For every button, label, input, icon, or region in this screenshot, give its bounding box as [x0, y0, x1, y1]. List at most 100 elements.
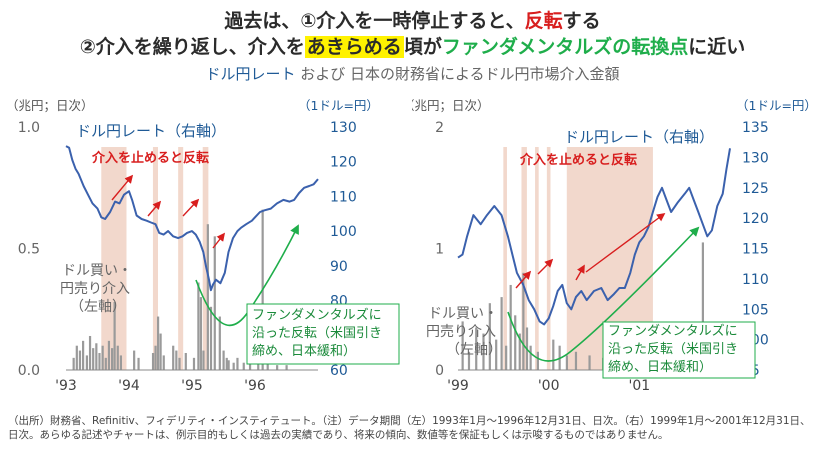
right-axis-tick: 90 — [330, 259, 348, 275]
intervention-bar — [78, 350, 82, 370]
intervention-bar — [242, 362, 245, 370]
reversal-arrow — [147, 200, 162, 217]
x-axis-tick: '00 — [538, 378, 560, 394]
headline-highlight-word: あきらめる — [304, 36, 404, 58]
intervention-bar — [199, 297, 203, 370]
intervention-bar-label: ドル買い・ — [62, 263, 132, 279]
right-axis-tick: 120 — [742, 211, 769, 227]
stop-intervention-label: 介入を止めると反転 — [91, 150, 209, 166]
intervention-bar — [209, 306, 213, 370]
stop-intervention-label: 介入を止めると反転 — [519, 152, 637, 168]
fundamentals-callout-text: ファンダメンタルズに — [252, 307, 382, 323]
intervention-bar-label: 円売り介入 — [60, 281, 130, 297]
intervention-bar — [225, 357, 228, 370]
fundamental-reversal-arrow — [507, 226, 700, 362]
intervention-pause-shade — [546, 147, 551, 370]
reversal-arrow — [515, 270, 532, 289]
usdjpy-rate-line — [457, 148, 731, 326]
subtitle-rate: ドル円レート — [205, 65, 296, 83]
right-axis-tick: 110 — [742, 272, 769, 288]
series-title: ドル円レート（右軸） — [564, 128, 714, 146]
intervention-bar-label: ドル買い・ — [428, 306, 498, 322]
intervention-pause-shade — [535, 147, 539, 370]
left-axis-tick: 1.0 — [18, 120, 40, 136]
right-axis-tick: 130 — [742, 150, 769, 166]
intervention-bar — [162, 355, 165, 370]
fundamentals-callout-text: 締め、日本緩和） — [252, 343, 356, 359]
fundamentals-callout-box — [602, 321, 756, 379]
intervention-bar-label: （左軸） — [70, 299, 126, 315]
fundamentals-callout-box — [246, 303, 400, 365]
right-axis-tick: 60 — [330, 363, 348, 379]
intervention-pause-shade — [178, 147, 184, 370]
fundamentals-callout-text: ファンダメンタルズに — [608, 323, 738, 339]
x-axis-tick: '01 — [628, 378, 650, 394]
reversal-arrow — [537, 258, 554, 275]
intervention-bar — [154, 345, 157, 370]
subtitle-intervention: 日本の財務省によるドル円市場介入金額 — [350, 65, 620, 83]
intervention-bar — [467, 351, 471, 370]
headline-part: する — [562, 10, 601, 32]
fundamentals-callout-text: 沿った反転（米国引き — [608, 342, 738, 357]
right-axis-unit: （1ドル=円） — [736, 98, 817, 113]
intervention-bar — [172, 345, 175, 370]
left-axis-tick: 1 — [435, 242, 444, 258]
intervention-bar — [236, 357, 239, 370]
intervention-bar — [552, 339, 555, 370]
intervention-bar — [509, 284, 512, 370]
intervention-bar — [495, 339, 498, 370]
left-axis-unit: （兆円；日次） — [6, 98, 94, 113]
x-axis-tick: '94 — [118, 378, 140, 394]
intervention-bar — [222, 350, 225, 370]
intervention-bar — [184, 352, 187, 370]
intervention-pause-shade — [152, 147, 158, 370]
intervention-bar — [151, 352, 155, 370]
headline-part: 頃が — [403, 36, 442, 58]
intervention-bar — [206, 224, 209, 370]
intervention-bar — [110, 348, 114, 370]
intervention-bar — [482, 333, 485, 370]
x-axis-tick: '96 — [244, 378, 266, 394]
intervention-bar — [218, 316, 221, 370]
intervention-bar — [518, 333, 521, 370]
intervention-bar — [197, 282, 200, 370]
intervention-bar — [192, 357, 196, 370]
intervention-bar — [488, 303, 491, 370]
left-axis-tick: 0.5 — [18, 242, 40, 258]
headline-red-word: 反転 — [524, 10, 563, 32]
intervention-bar — [101, 345, 104, 370]
footnote: （出所）財務省、Refinitiv、フィデリティ・インスティテュート。（注）デー… — [8, 415, 811, 441]
intervention-bar — [107, 340, 111, 370]
headline-line-2: ②介入を繰り返し、介入を あきらめる 頃がファンダメンタルズの転換点に近い — [0, 32, 825, 59]
subtitle-and: および — [295, 65, 350, 83]
x-axis-tick: '99 — [447, 378, 469, 394]
reversal-arrow — [585, 212, 666, 273]
fundamentals-callout-text: 締め、日本緩和） — [608, 359, 712, 375]
intervention-bar — [213, 236, 216, 370]
intervention-bar — [461, 321, 464, 370]
intervention-bar — [92, 348, 95, 370]
intervention-bar — [257, 362, 260, 370]
chart-right: 95100105110115120125130135012'99'00'01（兆… — [412, 98, 817, 394]
right-axis-tick: 105 — [742, 302, 769, 318]
intervention-bar — [98, 352, 101, 370]
intervention-bar — [522, 272, 525, 370]
headline-line-1: 過去は、①介入を一時停止すると、反転する — [0, 6, 825, 33]
intervention-bar — [500, 297, 503, 370]
right-axis-tick: 110 — [330, 189, 357, 205]
usdjpy-rate-line — [65, 145, 319, 292]
intervention-bar — [88, 335, 92, 370]
x-axis-tick: '93 — [55, 378, 77, 394]
right-axis-tick: 100 — [330, 224, 357, 240]
intervention-bar — [119, 355, 123, 370]
reversal-arrow — [212, 232, 226, 249]
intervention-bar — [82, 340, 85, 370]
intervention-bar — [574, 351, 578, 370]
intervention-bar — [75, 345, 78, 370]
right-axis-tick: 135 — [742, 120, 769, 136]
intervention-bar — [133, 350, 136, 370]
reversal-arrow — [182, 198, 200, 217]
right-axis-unit: （1ドル=円） — [298, 98, 379, 113]
intervention-bar — [159, 333, 162, 370]
chart-left: 607080901001101201300.00.51.0'93'94'95'9… — [6, 98, 400, 394]
